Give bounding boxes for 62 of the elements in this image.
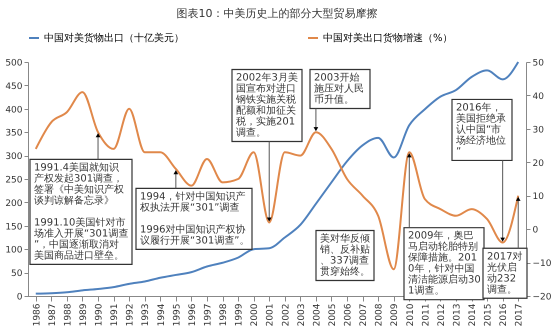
- x-tick-label: 1996: [188, 303, 198, 326]
- x-tick-label: 2007: [359, 304, 370, 326]
- y-tick-label: 150: [5, 222, 23, 232]
- x-tick-label: 1999: [234, 303, 245, 326]
- x-tick-label: 2005: [328, 304, 338, 326]
- y-tick-label: 350: [5, 128, 23, 139]
- x-tick-label: 1994: [156, 303, 167, 326]
- y-tick-label: 0: [16, 292, 23, 302]
- x-tick-label: 1989: [78, 303, 89, 326]
- y-tick-label: 200: [5, 198, 23, 209]
- y-tick-label: 50: [11, 269, 23, 280]
- x-tick-label: 2015: [484, 304, 494, 326]
- annotation: 2003开始施压对人民币升值。: [314, 72, 364, 106]
- y-tick-label: 300: [5, 152, 23, 162]
- x-tick-label: 1997: [203, 304, 214, 326]
- annotation: 美对华反倾销、反补贴、337调查贯穿始终。: [319, 232, 370, 278]
- y-tick-label: 100: [5, 246, 23, 256]
- x-tick-label: 2001: [266, 304, 276, 326]
- chart-title: 图表10：中美历史上的部分大型贸易摩擦: [176, 7, 378, 20]
- x-tick-label: 2011: [421, 304, 432, 326]
- y-tick-label: 450: [5, 82, 23, 92]
- x-tick-label: 2010: [406, 303, 416, 326]
- y-tick-label: 250: [5, 176, 23, 186]
- y2-tick-label: −10: [532, 259, 552, 270]
- x-tick-label: 2006: [344, 303, 354, 326]
- x-tick-label: 2017: [514, 304, 525, 326]
- annotation: 2016年，美国拒绝承认中国“市场经济地位”: [455, 101, 506, 158]
- x-tick-label: 2009: [390, 303, 400, 326]
- y2-tick-label: 30: [532, 125, 544, 136]
- x-tick-label: 2013: [452, 304, 462, 326]
- x-tick-label: 1990: [94, 303, 105, 326]
- x-tick-label: 1992: [126, 304, 136, 326]
- x-tick-label: 2002: [281, 304, 292, 326]
- y-tick-label: 500: [5, 58, 23, 68]
- y2-tick-label: 10: [532, 192, 544, 202]
- annotation: 2002年3月美国宣布对进口钢铁实施关税配额和加征关税，实施201调查。: [235, 71, 298, 138]
- y2-tick-label: 20: [532, 158, 544, 169]
- x-tick-label: 1987: [48, 304, 58, 326]
- x-tick-label: 1993: [141, 304, 152, 326]
- x-tick-label: 1995: [172, 304, 182, 326]
- x-tick-label: 2014: [468, 303, 478, 326]
- y2-tick-label: 50: [532, 58, 544, 68]
- x-tick-label: 2004: [312, 303, 322, 326]
- x-tick-label: 1998: [219, 303, 230, 326]
- annotation: 2017对光伏启动232调查。: [487, 250, 522, 296]
- x-tick-label: 2003: [296, 304, 307, 326]
- annotation: 1991.4美国就知识产权发起301调查，签署《中美知识产权谈判谅解备忘录》 1991.10美国针对市场准入开展“301调查”，中国逐渐取消对美国商品进口壁垒。: [33, 161, 128, 262]
- x-tick-label: 2012: [436, 304, 447, 326]
- legend-label: 中国对美货物出口（十亿美元）: [44, 32, 184, 44]
- x-tick-label: 2008: [374, 303, 385, 326]
- x-tick-label: 1986: [32, 303, 42, 326]
- legend-label: 中国对美出口货物增速（%）: [323, 32, 453, 44]
- y2-tick-label: 40: [532, 92, 544, 102]
- x-tick-label: 1988: [63, 303, 74, 326]
- y-tick-label: 400: [5, 105, 23, 116]
- annotation: 2009年，奥巴马启动轮胎特别保障措施。2010年，针对中国清洁能源启动301调查。: [408, 230, 481, 297]
- x-tick-label: 2000: [250, 303, 260, 326]
- annotation: 1994，针对中国知识产权执法开展“301”调查 1996对中国知识产权协议履行开展“301调查”。: [139, 190, 250, 246]
- x-tick-label: 1991: [110, 304, 120, 326]
- y2-tick-label: −20: [532, 292, 552, 302]
- x-tick-label: 2016: [499, 303, 510, 326]
- y2-tick-label: 0: [532, 226, 538, 236]
